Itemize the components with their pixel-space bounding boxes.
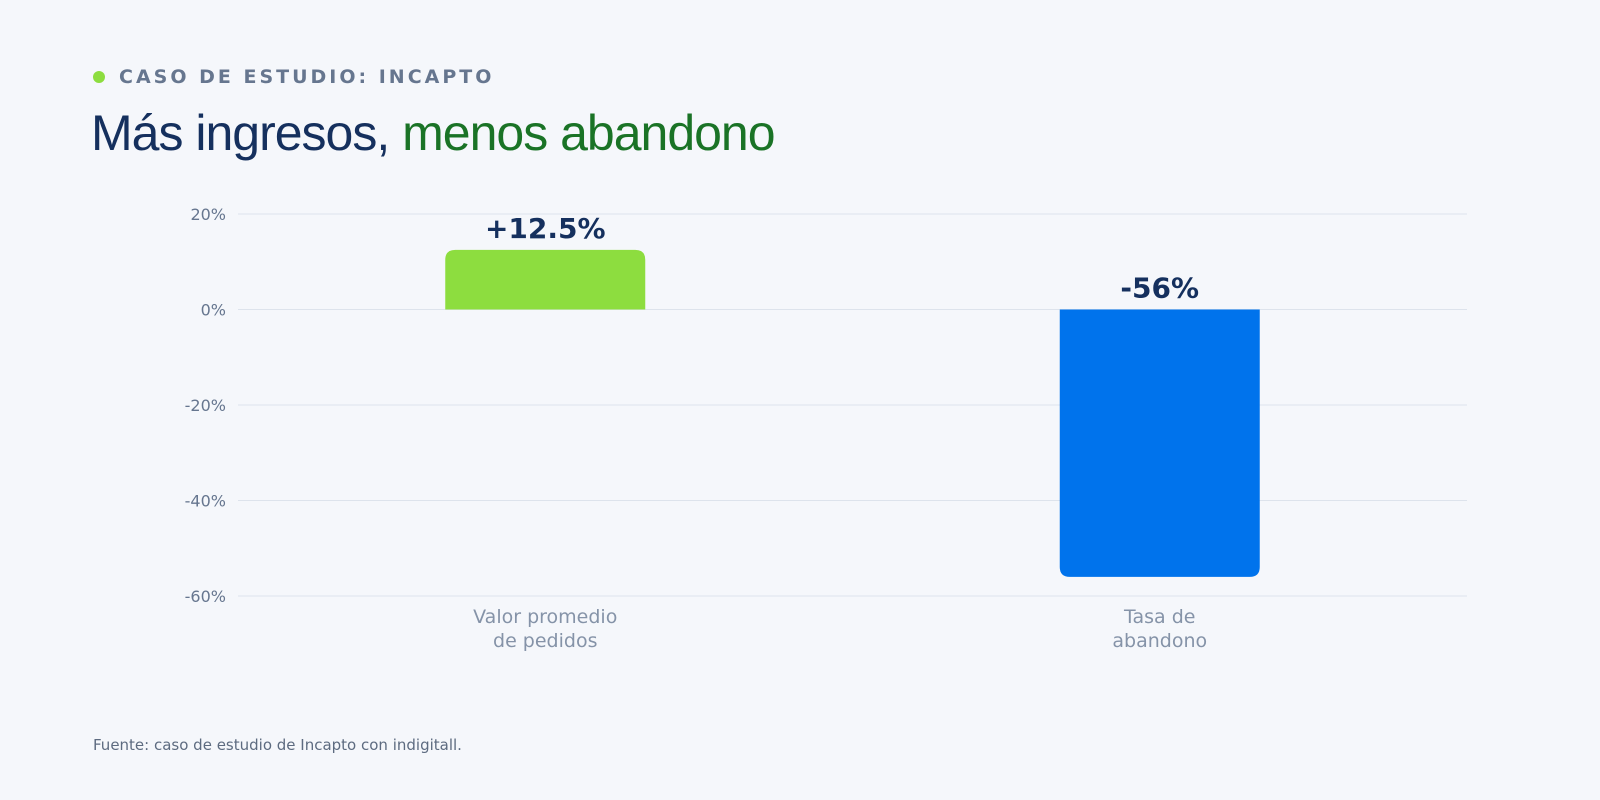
x-category-label-line: abandono (1112, 630, 1207, 652)
x-category-label: Valor promedio de pedidos (473, 606, 617, 652)
source-note: Fuente: caso de estudio de Incapto con i… (93, 736, 462, 754)
eyebrow: CASO DE ESTUDIO: INCAPTO (93, 66, 494, 88)
page-title: Más ingresos, menos abandono (91, 104, 776, 162)
y-tick-label: -20% (185, 396, 226, 415)
y-tick-label: -40% (185, 492, 226, 511)
data-label: +12.5% (485, 212, 606, 245)
x-category-label-line: Tasa de (1123, 606, 1195, 628)
x-category-label-line: de pedidos (493, 630, 597, 652)
bar (445, 249, 646, 310)
y-tick-label: 20% (190, 205, 226, 224)
eyebrow-text: CASO DE ESTUDIO: INCAPTO (119, 66, 495, 88)
eyebrow-dot-icon (93, 71, 105, 83)
y-tick-label: -60% (185, 587, 226, 606)
title-part-highlight: menos abandono (402, 105, 775, 161)
data-label: -56% (1120, 272, 1199, 305)
x-category-label: Tasa de abandono (1112, 606, 1207, 652)
bar (1059, 309, 1260, 577)
x-category-label-line: Valor promedio (473, 606, 617, 628)
title-part-primary: Más ingresos, (91, 105, 403, 161)
y-tick-label: 0% (201, 301, 226, 320)
